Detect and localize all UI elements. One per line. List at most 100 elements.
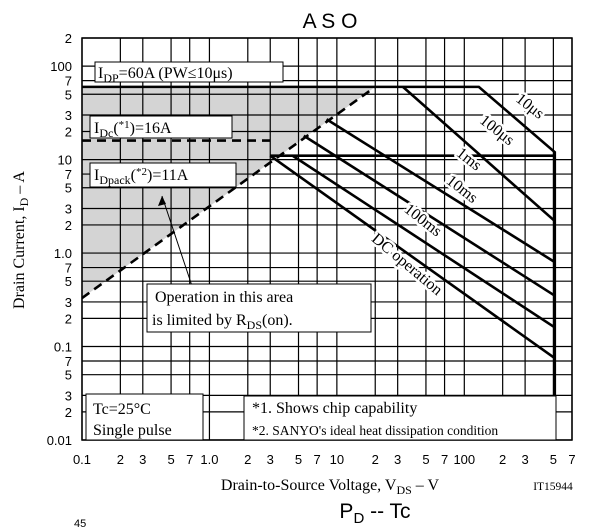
- annotation: IDc(*1)=16A: [94, 119, 172, 140]
- x-tick-label: 3: [521, 452, 528, 467]
- y-axis-title: Drain Current, ID – A: [11, 171, 31, 309]
- x-tick-label: 3: [394, 452, 401, 467]
- chart-title: A S O: [303, 10, 358, 33]
- line-label: DC operation: [368, 230, 445, 299]
- subscript: DS: [396, 483, 411, 497]
- page-number: 45: [74, 518, 86, 529]
- line-label: 100μs: [476, 112, 517, 149]
- x-tick-label: 5: [167, 452, 174, 467]
- x-tick-label: 5: [295, 452, 302, 467]
- line-label: 10μs: [512, 90, 547, 122]
- annotation: IDP=60A (PW≤10μs): [98, 65, 233, 85]
- text: Drain-to-Source Voltage, V: [221, 477, 397, 494]
- annotation: *2. SANYO's ideal heat dissipation condi…: [252, 423, 498, 438]
- x-tick-label: 7: [568, 452, 575, 467]
- annotation: is limited by RDS(on).: [152, 312, 293, 332]
- soa-line: [291, 154, 556, 329]
- soa-line: [269, 154, 556, 360]
- label-box: [85, 393, 204, 441]
- y-tick-label: 5: [65, 368, 72, 383]
- text: (: [131, 167, 136, 184]
- x-tick-label: 1.0: [200, 452, 218, 467]
- y-tick-label: 3: [65, 201, 72, 216]
- subscript: D: [353, 510, 364, 527]
- text: (on).: [262, 312, 293, 329]
- text: – V: [412, 477, 440, 494]
- text: P: [339, 500, 353, 523]
- x-tick-label: 2: [499, 452, 506, 467]
- y-tick-label: 0.01: [47, 433, 72, 448]
- x-tick-label: 2: [117, 452, 124, 467]
- text: (: [113, 120, 118, 137]
- text: Drain Current, I: [11, 206, 28, 309]
- y-tick-label: 10: [58, 153, 72, 168]
- x-tick-label: 10: [330, 452, 344, 467]
- x-tick-label: 2: [372, 452, 379, 467]
- line-label: 10ms: [443, 172, 481, 207]
- label-box: [243, 395, 557, 441]
- y-tick-label: 2: [65, 405, 72, 420]
- line-label: 1ms: [453, 145, 484, 175]
- y-tick-label: 2: [65, 218, 72, 233]
- arrow: [161, 195, 193, 287]
- superscript: *2: [136, 166, 147, 178]
- y-tick-label: 7: [65, 74, 72, 89]
- text: )=11A: [147, 167, 189, 184]
- subscript: Dpack: [99, 173, 130, 187]
- next-section-title: PD -- Tc: [339, 500, 410, 527]
- y-tick-label: 1.0: [54, 246, 72, 261]
- text: I: [94, 167, 99, 184]
- y-tick-label: 2: [65, 124, 72, 139]
- x-tick-label: 7: [441, 452, 448, 467]
- x-tick-label: 0.1: [73, 452, 91, 467]
- y-tick-label: 7: [65, 354, 72, 369]
- y-tick-label: 3: [65, 388, 72, 403]
- subscript: DS: [247, 318, 262, 332]
- annotation: Single pulse: [93, 422, 172, 439]
- y-tick-label: 7: [65, 261, 72, 276]
- y-tick-label: 3: [65, 108, 72, 123]
- soa-line: [402, 85, 556, 223]
- label-box: [89, 162, 237, 188]
- annotation: Tc=25°C: [93, 401, 151, 418]
- label-box: [89, 115, 233, 139]
- y-tick-label: 5: [65, 87, 72, 102]
- figure-code: IT15944: [533, 481, 573, 493]
- text: )=16A: [130, 120, 172, 137]
- y-tick-label: 100: [50, 59, 72, 74]
- annotation: *1. Shows chip capability: [252, 400, 417, 417]
- y-tick-label: 5: [65, 181, 72, 196]
- label-box: [146, 283, 372, 333]
- subscript: DP: [103, 71, 119, 85]
- annotation: Operation in this area: [155, 289, 293, 306]
- y-tick-label: 7: [65, 167, 72, 182]
- x-tick-label: 100: [453, 452, 475, 467]
- text: =60A (PW≤10μs): [119, 65, 233, 82]
- y-tick-label: 0.1: [54, 340, 72, 355]
- soa-line: [81, 85, 376, 300]
- text: – A: [11, 171, 28, 198]
- arrow-head: [158, 196, 166, 206]
- y-tick-label: 5: [65, 274, 72, 289]
- x-tick-label: 7: [314, 452, 321, 467]
- x-tick-label: 5: [422, 452, 429, 467]
- text: is limited by R: [152, 312, 247, 329]
- text: I: [98, 65, 103, 82]
- x-tick-label: 3: [139, 452, 146, 467]
- x-tick-label: 2: [244, 452, 251, 467]
- superscript: *1: [119, 119, 130, 131]
- x-axis-title: Drain-to-Source Voltage, VDS – V: [221, 477, 440, 497]
- x-tick-label: 5: [550, 452, 557, 467]
- y-tick-label: 2: [65, 311, 72, 326]
- soa-line: [325, 118, 556, 264]
- subscript: Dc: [99, 126, 113, 140]
- text: I: [94, 120, 99, 137]
- subscript: D: [17, 197, 31, 206]
- line-layer: [81, 85, 557, 440]
- x-tick-label: 7: [186, 452, 193, 467]
- x-tick-label: 3: [267, 452, 274, 467]
- text: -- Tc: [364, 500, 410, 523]
- label-box: [94, 61, 284, 83]
- y-tick-label: 3: [65, 295, 72, 310]
